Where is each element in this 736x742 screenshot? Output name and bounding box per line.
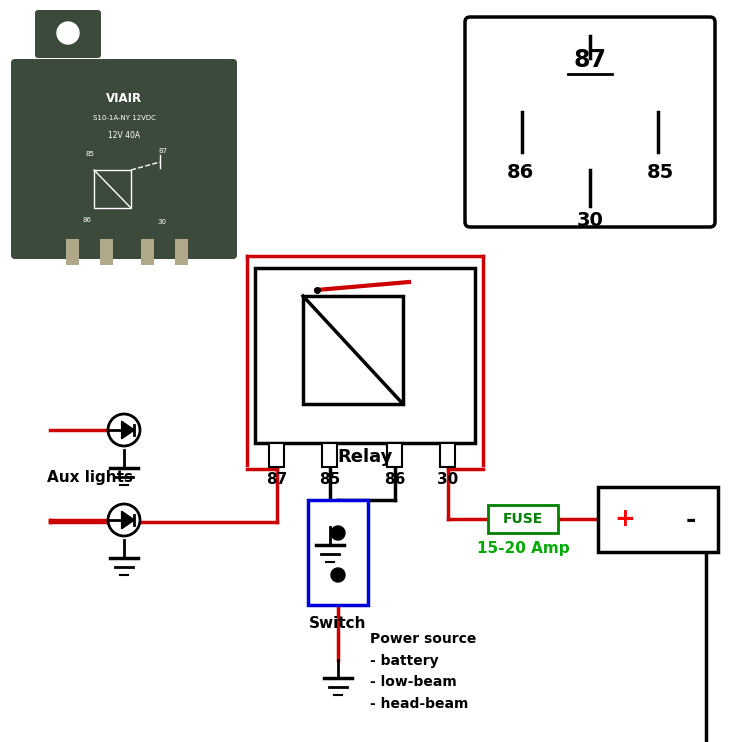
Bar <box>303 296 403 404</box>
Circle shape <box>108 504 140 536</box>
Text: 12V 40A: 12V 40A <box>108 131 140 139</box>
Text: -: - <box>686 508 696 531</box>
Bar <box>488 505 558 533</box>
Text: 30: 30 <box>437 471 459 487</box>
Text: 86: 86 <box>82 217 91 223</box>
Bar <box>141 239 154 265</box>
Text: 86: 86 <box>506 162 534 182</box>
Text: VIAIR: VIAIR <box>106 91 142 105</box>
Text: +: + <box>615 508 635 531</box>
Text: 87: 87 <box>158 148 168 154</box>
Circle shape <box>331 568 345 582</box>
Bar <box>175 239 188 265</box>
Text: 30: 30 <box>158 219 166 225</box>
FancyBboxPatch shape <box>465 17 715 227</box>
Bar <box>66 239 79 265</box>
Text: Switch: Switch <box>309 616 367 631</box>
Bar <box>255 268 475 443</box>
Text: FUSE: FUSE <box>503 512 543 526</box>
Bar <box>322 443 337 467</box>
Text: 86: 86 <box>384 471 406 487</box>
FancyBboxPatch shape <box>11 59 237 259</box>
Text: S10-1A-NY 12VDC: S10-1A-NY 12VDC <box>93 115 155 121</box>
Text: 30: 30 <box>576 211 604 229</box>
Bar <box>100 239 113 265</box>
Circle shape <box>57 22 79 44</box>
Text: 87: 87 <box>266 471 288 487</box>
Bar <box>94 170 131 208</box>
Text: 87: 87 <box>573 48 606 72</box>
Text: 85: 85 <box>646 162 673 182</box>
Polygon shape <box>121 421 135 439</box>
Circle shape <box>331 526 345 540</box>
Polygon shape <box>121 511 135 529</box>
Circle shape <box>108 414 140 446</box>
Text: Aux lights: Aux lights <box>47 470 133 485</box>
Bar <box>269 443 284 467</box>
Bar <box>598 487 718 552</box>
Text: Power source
- battery
- low-beam
- head-beam: Power source - battery - low-beam - head… <box>370 632 476 711</box>
Text: 85: 85 <box>319 471 341 487</box>
Bar <box>440 443 455 467</box>
FancyBboxPatch shape <box>35 10 101 58</box>
Text: Relay: Relay <box>337 448 393 466</box>
Bar <box>387 443 402 467</box>
Text: 85: 85 <box>85 151 94 157</box>
Bar <box>308 500 368 605</box>
Text: 15-20 Amp: 15-20 Amp <box>477 542 570 556</box>
